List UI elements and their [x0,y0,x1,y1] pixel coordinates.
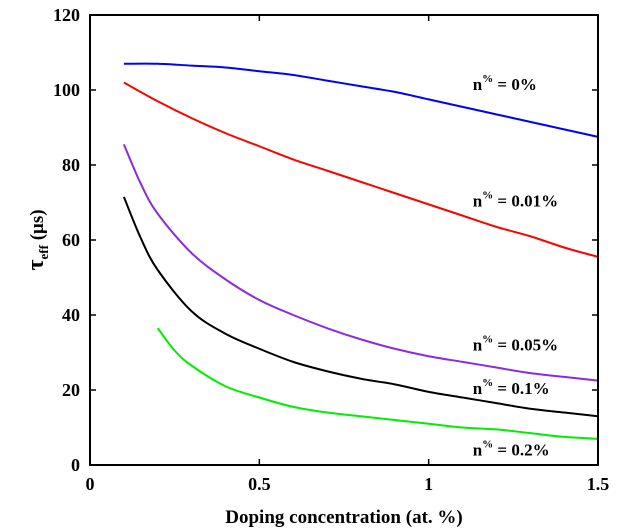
tick-labels: 0 0.5 1 1.5 0 20 40 60 80 100 120 [53,5,609,494]
y-axis-unit: (μs) [27,209,48,245]
series-line-3 [122,143,599,382]
x-tick-label: 1.5 [587,474,610,494]
plot-area [122,62,599,440]
y-tick-label: 100 [53,80,80,100]
series-line-1 [123,62,599,138]
y-tick-label: 120 [53,5,80,25]
series-annotations: n% = 0% n% = 0.01% n% = 0.05% n% = 0.1% n% =… [473,73,558,460]
x-tick-label: 0 [86,474,95,494]
y-axis-title: τeff (μs) [23,209,51,270]
axis-ticks [89,14,599,466]
svg-text:τeff (μs): τeff (μs) [23,209,51,270]
series-annotation: n% = 0.05% [473,334,558,355]
series-line-4 [122,196,599,418]
series-line-2 [123,81,599,258]
series-annotation: n% = 0% [473,73,537,94]
y-tick-label: 20 [62,380,80,400]
y-tick-label: 40 [62,305,80,325]
x-tick-label: 0.5 [248,474,271,494]
y-axis-subscript: eff [36,244,51,259]
x-tick-label: 1 [424,474,433,494]
series-annotation: n% = 0.1% [473,377,550,398]
y-tick-label: 80 [62,155,80,175]
x-axis-title: Doping concentration (at. %) [225,507,462,528]
series-annotation: n% = 0.01% [473,189,558,210]
y-tick-label: 60 [62,230,80,250]
y-tick-label: 0 [71,455,80,475]
series-line-5 [156,327,599,440]
y-axis-symbol: τ [23,259,49,270]
series-annotation: n% = 0.2% [473,439,550,460]
